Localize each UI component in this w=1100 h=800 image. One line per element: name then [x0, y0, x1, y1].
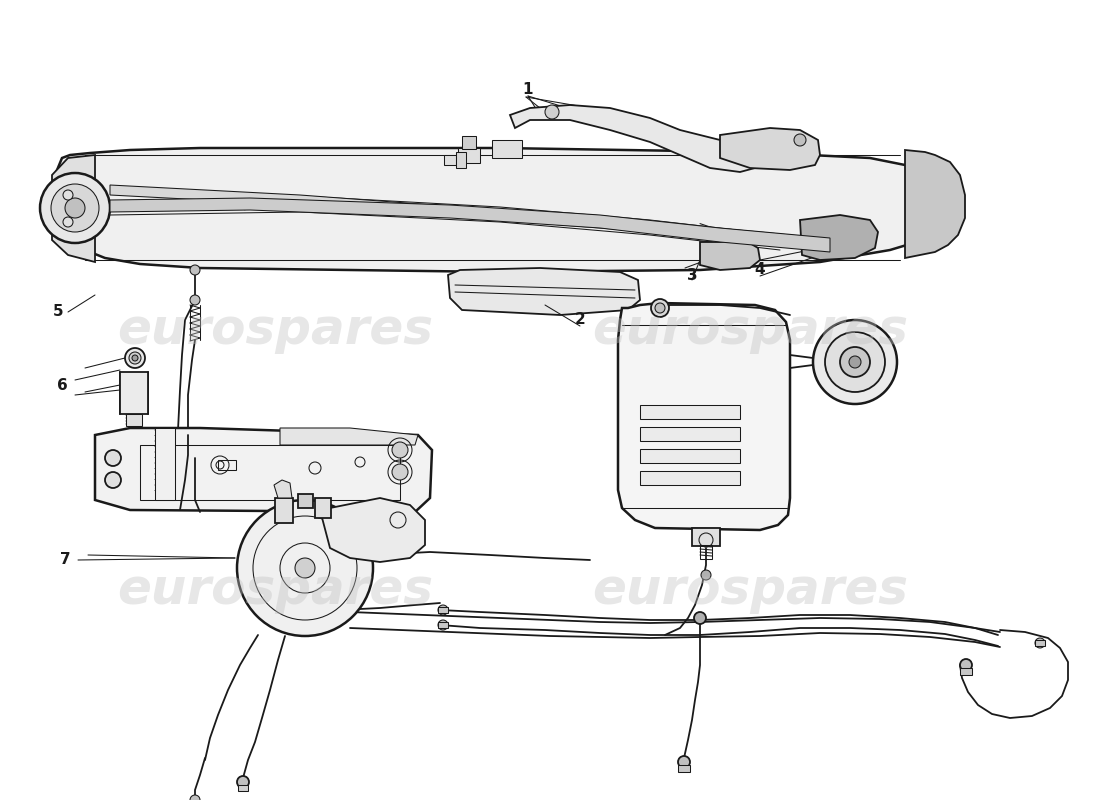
Text: 4: 4: [755, 262, 766, 278]
Circle shape: [63, 190, 73, 200]
Bar: [438, 607, 448, 613]
Circle shape: [63, 217, 73, 227]
Bar: [298, 494, 314, 508]
Circle shape: [544, 105, 559, 119]
Bar: [315, 498, 331, 518]
Bar: [640, 405, 740, 419]
Text: 7: 7: [59, 553, 70, 567]
Bar: [155, 428, 175, 500]
Circle shape: [104, 472, 121, 488]
Circle shape: [132, 355, 138, 361]
Polygon shape: [618, 303, 790, 530]
Text: eurospares: eurospares: [117, 566, 433, 614]
Text: eurospares: eurospares: [592, 306, 908, 354]
Polygon shape: [110, 198, 830, 252]
Polygon shape: [720, 128, 820, 170]
Polygon shape: [52, 148, 955, 272]
Bar: [640, 427, 740, 441]
Circle shape: [236, 500, 373, 636]
Polygon shape: [800, 215, 878, 260]
Polygon shape: [448, 268, 640, 315]
Text: eurospares: eurospares: [117, 306, 433, 354]
Circle shape: [651, 299, 669, 317]
Circle shape: [190, 265, 200, 275]
Circle shape: [190, 795, 200, 800]
Circle shape: [849, 356, 861, 368]
Circle shape: [438, 605, 448, 615]
Polygon shape: [52, 155, 95, 262]
Bar: [444, 155, 456, 165]
Bar: [700, 545, 712, 559]
Circle shape: [694, 612, 706, 624]
Circle shape: [654, 303, 666, 313]
Text: 6: 6: [56, 378, 67, 393]
Bar: [126, 414, 142, 426]
Polygon shape: [280, 428, 418, 445]
Bar: [275, 498, 293, 523]
Bar: [692, 528, 720, 546]
Circle shape: [825, 332, 886, 392]
Bar: [120, 372, 148, 414]
Circle shape: [51, 184, 99, 232]
Circle shape: [295, 558, 315, 578]
Bar: [438, 622, 448, 628]
Text: 5: 5: [53, 305, 64, 319]
Circle shape: [701, 570, 711, 580]
Bar: [640, 449, 740, 463]
Bar: [238, 785, 248, 791]
Circle shape: [794, 134, 806, 146]
Bar: [1035, 640, 1045, 646]
Bar: [492, 140, 522, 158]
Polygon shape: [274, 480, 292, 498]
Polygon shape: [905, 150, 965, 258]
Text: 2: 2: [574, 313, 585, 327]
Circle shape: [236, 776, 249, 788]
Polygon shape: [700, 242, 760, 270]
Bar: [218, 460, 236, 470]
Text: 3: 3: [686, 267, 697, 282]
Circle shape: [40, 173, 110, 243]
Bar: [140, 445, 400, 500]
Circle shape: [1035, 638, 1045, 648]
Circle shape: [438, 620, 448, 630]
Polygon shape: [320, 498, 425, 562]
Polygon shape: [510, 105, 760, 172]
Circle shape: [813, 320, 896, 404]
Circle shape: [190, 295, 200, 305]
Polygon shape: [110, 185, 820, 248]
Circle shape: [678, 756, 690, 768]
Circle shape: [392, 464, 408, 480]
Polygon shape: [95, 428, 432, 512]
Circle shape: [960, 659, 972, 671]
Bar: [678, 765, 690, 772]
Bar: [960, 668, 972, 675]
Circle shape: [840, 347, 870, 377]
Bar: [640, 471, 740, 485]
Circle shape: [65, 198, 85, 218]
Circle shape: [129, 352, 141, 364]
Bar: [456, 152, 466, 168]
Bar: [458, 148, 480, 163]
Circle shape: [104, 450, 121, 466]
Bar: [462, 136, 476, 149]
Circle shape: [392, 442, 408, 458]
Circle shape: [125, 348, 145, 368]
Text: eurospares: eurospares: [592, 566, 908, 614]
Text: 1: 1: [522, 82, 534, 98]
